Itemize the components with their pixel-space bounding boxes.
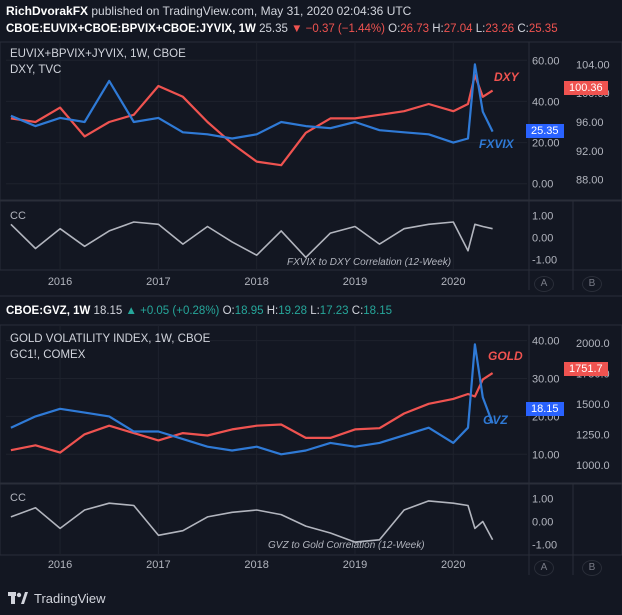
scale-auto-button-1[interactable]: A (534, 276, 554, 292)
y-right-tick-label: 1500.0 (576, 399, 610, 411)
y-right-tick-label: 1250.0 (576, 429, 610, 441)
y-left-tick-label: 40.00 (532, 96, 560, 108)
series-label-dxy: DXY (494, 70, 519, 84)
cc-tick-label: 1.00 (532, 210, 553, 222)
panel2-title: GOLD VOLATILITY INDEX, 1W, CBOE (10, 333, 211, 345)
panel-frame (0, 324, 622, 484)
y-left-tick-label: 60.00 (532, 55, 560, 67)
series-line-dxy (10, 74, 494, 167)
x-tick-label: 2017 (146, 276, 170, 288)
series-line-gold (10, 372, 494, 454)
panel1-change: ▼ −0.37 (−1.44%) (291, 23, 385, 35)
panel1-last: 25.35 (259, 23, 288, 35)
scale-auto-button-2[interactable]: A (534, 560, 554, 576)
y-right-tick-label: 88.00 (576, 175, 604, 187)
scale-log-button-1[interactable]: B (582, 276, 602, 292)
series-label-gold: GOLD (488, 349, 523, 363)
panel2-subtitle: GC1!, COMEX (10, 349, 86, 361)
panel1-h-label: H: (432, 23, 444, 35)
panel1-cc-caption: FXVIX to DXY Correlation (12-Week) (287, 257, 452, 268)
x-tick-label: 2019 (343, 276, 367, 288)
panel-frame (0, 41, 622, 201)
x-tick-label: 2016 (48, 559, 72, 571)
series-label-fxvix: FXVIX (479, 137, 514, 151)
publish-info: published on TradingView.com, May 31, 20… (91, 4, 412, 18)
y-right-tick-label: 1000.0 (576, 460, 610, 472)
cc-tick-label: 0.00 (532, 517, 553, 529)
panel2-l-label: L: (310, 305, 320, 317)
scale-log-button-2[interactable]: B (582, 560, 602, 576)
publish-header: RichDvorakFX published on TradingView.co… (6, 4, 411, 18)
panel2-symbol-line: CBOE:GVZ, 1W 18.15 ▲ +0.05 (+0.28%) O:18… (6, 305, 392, 317)
y-right-tick-label: 104.00 (576, 59, 610, 71)
tradingview-icon (8, 591, 28, 604)
panel1-cc-label: CC (10, 210, 26, 222)
cc-tick-label: -1.00 (532, 255, 557, 267)
panel2-open: 18.95 (234, 305, 264, 317)
panel2-h-label: H: (266, 305, 279, 317)
panel1-c-label: C: (517, 23, 529, 35)
y-right-tick-label: 92.00 (576, 146, 604, 158)
panel1-high: 27.04 (443, 23, 473, 35)
y-left-tick-label: 20.00 (532, 138, 560, 150)
panel2-change: ▲ +0.05 (+0.28%) (125, 305, 220, 317)
cc-tick-label: -1.00 (532, 539, 557, 551)
panel1-symbol-line: CBOE:EUVIX+CBOE:BPVIX+CBOE:JYVIX, 1W 25.… (6, 23, 558, 35)
y-right-tick-label: 96.00 (576, 117, 604, 129)
panel2-c-label: C: (351, 305, 364, 317)
tradingview-brand: TradingView (34, 591, 106, 606)
tradingview-logo[interactable]: TradingView (8, 591, 106, 606)
series-line-cc (10, 221, 493, 259)
author-name[interactable]: RichDvorakFX (6, 4, 89, 18)
series-line-fxvix (10, 63, 494, 144)
panel1-symbol[interactable]: CBOE:EUVIX+CBOE:BPVIX+CBOE:JYVIX, 1W (6, 23, 256, 35)
panel2-high: 19.28 (278, 305, 307, 317)
y-right-tick-label: 2000.0 (576, 338, 610, 350)
price-badge-gvz: 18.15 (526, 402, 564, 416)
x-tick-label: 2018 (244, 276, 268, 288)
panel1-close: 25.35 (528, 23, 558, 35)
price-badge-dxy: 100.36 (564, 81, 608, 95)
panel2-cc-caption: GVZ to Gold Correlation (12-Week) (268, 540, 425, 551)
x-tick-label: 2019 (343, 559, 367, 571)
cc-tick-label: 1.00 (532, 494, 553, 506)
panel2-o-label: O: (222, 305, 235, 317)
panel1-low: 23.26 (485, 23, 515, 35)
x-tick-label: 2017 (146, 559, 170, 571)
x-tick-label: 2016 (48, 276, 72, 288)
series-line-cc (10, 500, 494, 543)
panel2-last: 18.15 (93, 305, 123, 317)
price-badge-fxvix: 25.35 (526, 124, 564, 138)
panel1-subtitle: DXY, TVC (10, 64, 62, 76)
panel-frame (0, 200, 622, 271)
y-left-tick-label: 40.00 (532, 336, 560, 348)
series-label-gvz: GVZ (483, 413, 508, 427)
panel1-title: EUVIX+BPVIX+JYVIX, 1W, CBOE (10, 48, 186, 60)
panel2-symbol[interactable]: CBOE:GVZ, 1W (6, 305, 91, 317)
price-badge-gold: 1751.7 (564, 362, 608, 376)
y-left-tick-label: 0.00 (532, 179, 553, 191)
x-tick-label: 2020 (441, 559, 465, 571)
panel1-l-label: L: (475, 23, 486, 35)
chart-canvas[interactable]: 2016 2017 2018 2019 2020 2016 2017 2018 2019 2020… (0, 0, 622, 585)
panel2-cc-label: CC (10, 492, 26, 504)
panel1-open: 26.73 (400, 23, 430, 35)
panel1-o-label: O: (388, 23, 401, 35)
panel2-close: 18.15 (363, 305, 393, 317)
panel2-low: 17.23 (319, 305, 349, 317)
x-tick-label: 2018 (244, 559, 268, 571)
cc-tick-label: 0.00 (532, 233, 553, 245)
x-tick-label: 2020 (441, 276, 465, 288)
y-left-tick-label: 10.00 (532, 449, 560, 461)
panel-frame (0, 483, 622, 556)
y-left-tick-label: 30.00 (532, 373, 560, 385)
series-line-gvz (10, 343, 494, 456)
